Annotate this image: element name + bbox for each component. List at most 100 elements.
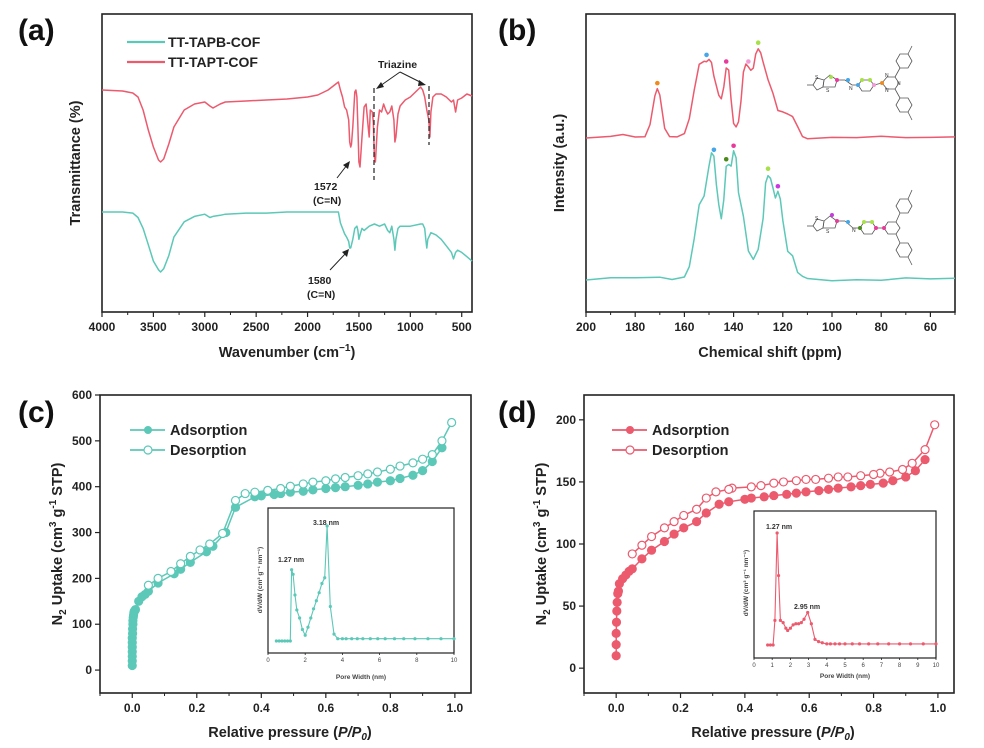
desorption-point	[692, 504, 702, 514]
legend-marker-adsorption	[144, 426, 152, 434]
adsorption-point	[627, 564, 637, 574]
inset-psd-point	[285, 639, 290, 643]
inset-psd-point	[876, 642, 880, 646]
desorption-point	[447, 417, 457, 428]
inset-x-tick-label: 2	[304, 658, 308, 664]
y-axis-title-b: Intensity (a.u.)	[552, 114, 568, 212]
atom-marker	[835, 219, 839, 223]
inset-series-c: 0 2 4 6 8 10	[266, 524, 458, 664]
x-title-c-end: )	[367, 725, 372, 741]
desorption-point	[353, 471, 363, 481]
peak-marker	[711, 147, 717, 153]
desorption-point	[669, 517, 679, 527]
adsorption-point	[612, 597, 622, 607]
x-title-c-p: P/P	[338, 725, 362, 741]
inset-psd-point	[376, 637, 380, 641]
series-group-b	[585, 48, 956, 282]
annotation-1580-number: 1580	[308, 275, 332, 287]
inset-psd-point	[340, 637, 344, 641]
triazine-ring	[881, 76, 900, 90]
peak-marker	[704, 52, 709, 58]
adsorption-point	[833, 483, 843, 493]
x-tick-label-a: 2000	[294, 320, 321, 334]
x-ticks-a: 4000 3500 3000 2500 2000 1500 1000 500	[89, 312, 472, 334]
arrowhead-1572	[343, 161, 350, 169]
inset-psd-point	[309, 616, 313, 620]
x-axis-title-a: Wavenumber (cm−1)	[219, 343, 356, 361]
x-tick-label-b: 160	[674, 320, 694, 334]
benzene-ring	[857, 79, 875, 92]
peak-marker	[746, 59, 751, 64]
desorption-point	[791, 476, 801, 486]
adsorption-point	[330, 483, 341, 493]
desorption-point	[395, 461, 405, 471]
adsorption-point	[759, 492, 769, 502]
y-tick-label: 200	[556, 413, 576, 427]
inset-psd-point	[288, 639, 292, 643]
inset-psd-point	[817, 640, 821, 644]
inset-psd-point	[332, 632, 336, 636]
inset-d-ylabel: dV/dW (cm³ g⁻¹ nm⁻¹)	[743, 550, 750, 616]
desorption-point	[843, 472, 853, 482]
inset-x-tick-label: 4	[341, 658, 345, 664]
desorption-point	[143, 580, 153, 590]
inset-psd-point	[799, 621, 803, 625]
y-axis-title-d: N2 Uptake (cm3 g-1 STP)	[532, 462, 553, 625]
inset-psd-point	[303, 633, 307, 637]
desorption-point	[746, 482, 756, 492]
desorption-point	[833, 472, 843, 482]
inset-psd-point	[344, 637, 348, 641]
inset-psd-point	[776, 573, 781, 578]
inset-x-tick-label: 5	[843, 663, 847, 669]
legend-marker-adsorption	[626, 426, 634, 434]
adsorption-point	[321, 483, 331, 494]
bond	[895, 212, 901, 223]
bond	[894, 88, 901, 99]
desorption-point	[659, 523, 670, 533]
panel-label-b: (b)	[498, 14, 536, 47]
inset-psd-point	[361, 637, 365, 641]
adsorption-point	[746, 493, 756, 503]
atom-marker	[856, 83, 860, 87]
x-axis-title-c: Relative pressure (P/P0)	[208, 725, 372, 743]
peak-marker	[723, 59, 729, 64]
y-title-c-g: g	[50, 509, 66, 522]
atom-label: N	[852, 228, 856, 234]
adsorption-point	[782, 489, 792, 499]
adsorption-point	[408, 470, 418, 480]
inset-psd-point	[311, 607, 316, 611]
panel-label-a: (a)	[18, 14, 55, 47]
series-line-tt-tapb-cof	[585, 149, 956, 282]
bond	[907, 256, 913, 266]
structure-tt-tapt-atoms: S S N N N N	[815, 73, 901, 94]
inset-psd-point	[306, 625, 310, 629]
panel-a-ftir: (a) 4000 3500 3000 2500 2000 1500 1000 500 TT-T…	[18, 13, 473, 361]
atom-marker	[870, 220, 874, 224]
desorption-point	[205, 539, 215, 549]
x-tick-label: 0.2	[672, 701, 689, 715]
inset-psd-point	[775, 531, 779, 535]
desorption-point	[153, 573, 163, 583]
adsorption-point	[910, 466, 920, 476]
y-title-c-end: STP)	[50, 462, 66, 499]
legend-label-adsorption: Adsorption	[170, 423, 247, 439]
peak-marker	[655, 80, 660, 86]
inset-psd-point	[314, 599, 318, 603]
inset-psd-point	[898, 642, 902, 646]
legend-a: TT-TAPB-COF TT-TAPT-COF	[127, 34, 261, 70]
inset-psd-point	[857, 642, 862, 646]
inset-d-annotation-1: 1.27 nm	[766, 524, 792, 531]
inset-x-tick-label: 9	[916, 663, 920, 669]
adsorption-point	[823, 484, 834, 494]
desorption-point	[756, 481, 766, 491]
series-group-d	[611, 420, 940, 661]
thiophene-ring-2	[822, 74, 838, 88]
atom-label: N	[885, 73, 889, 79]
inset-c-annotation-2: 3.18 nm	[313, 520, 339, 527]
inset-psd-point	[280, 639, 284, 643]
x-title-c-sub: 0	[361, 732, 367, 743]
x-tick-label-b: 100	[822, 320, 842, 334]
adsorption-point	[637, 554, 647, 564]
